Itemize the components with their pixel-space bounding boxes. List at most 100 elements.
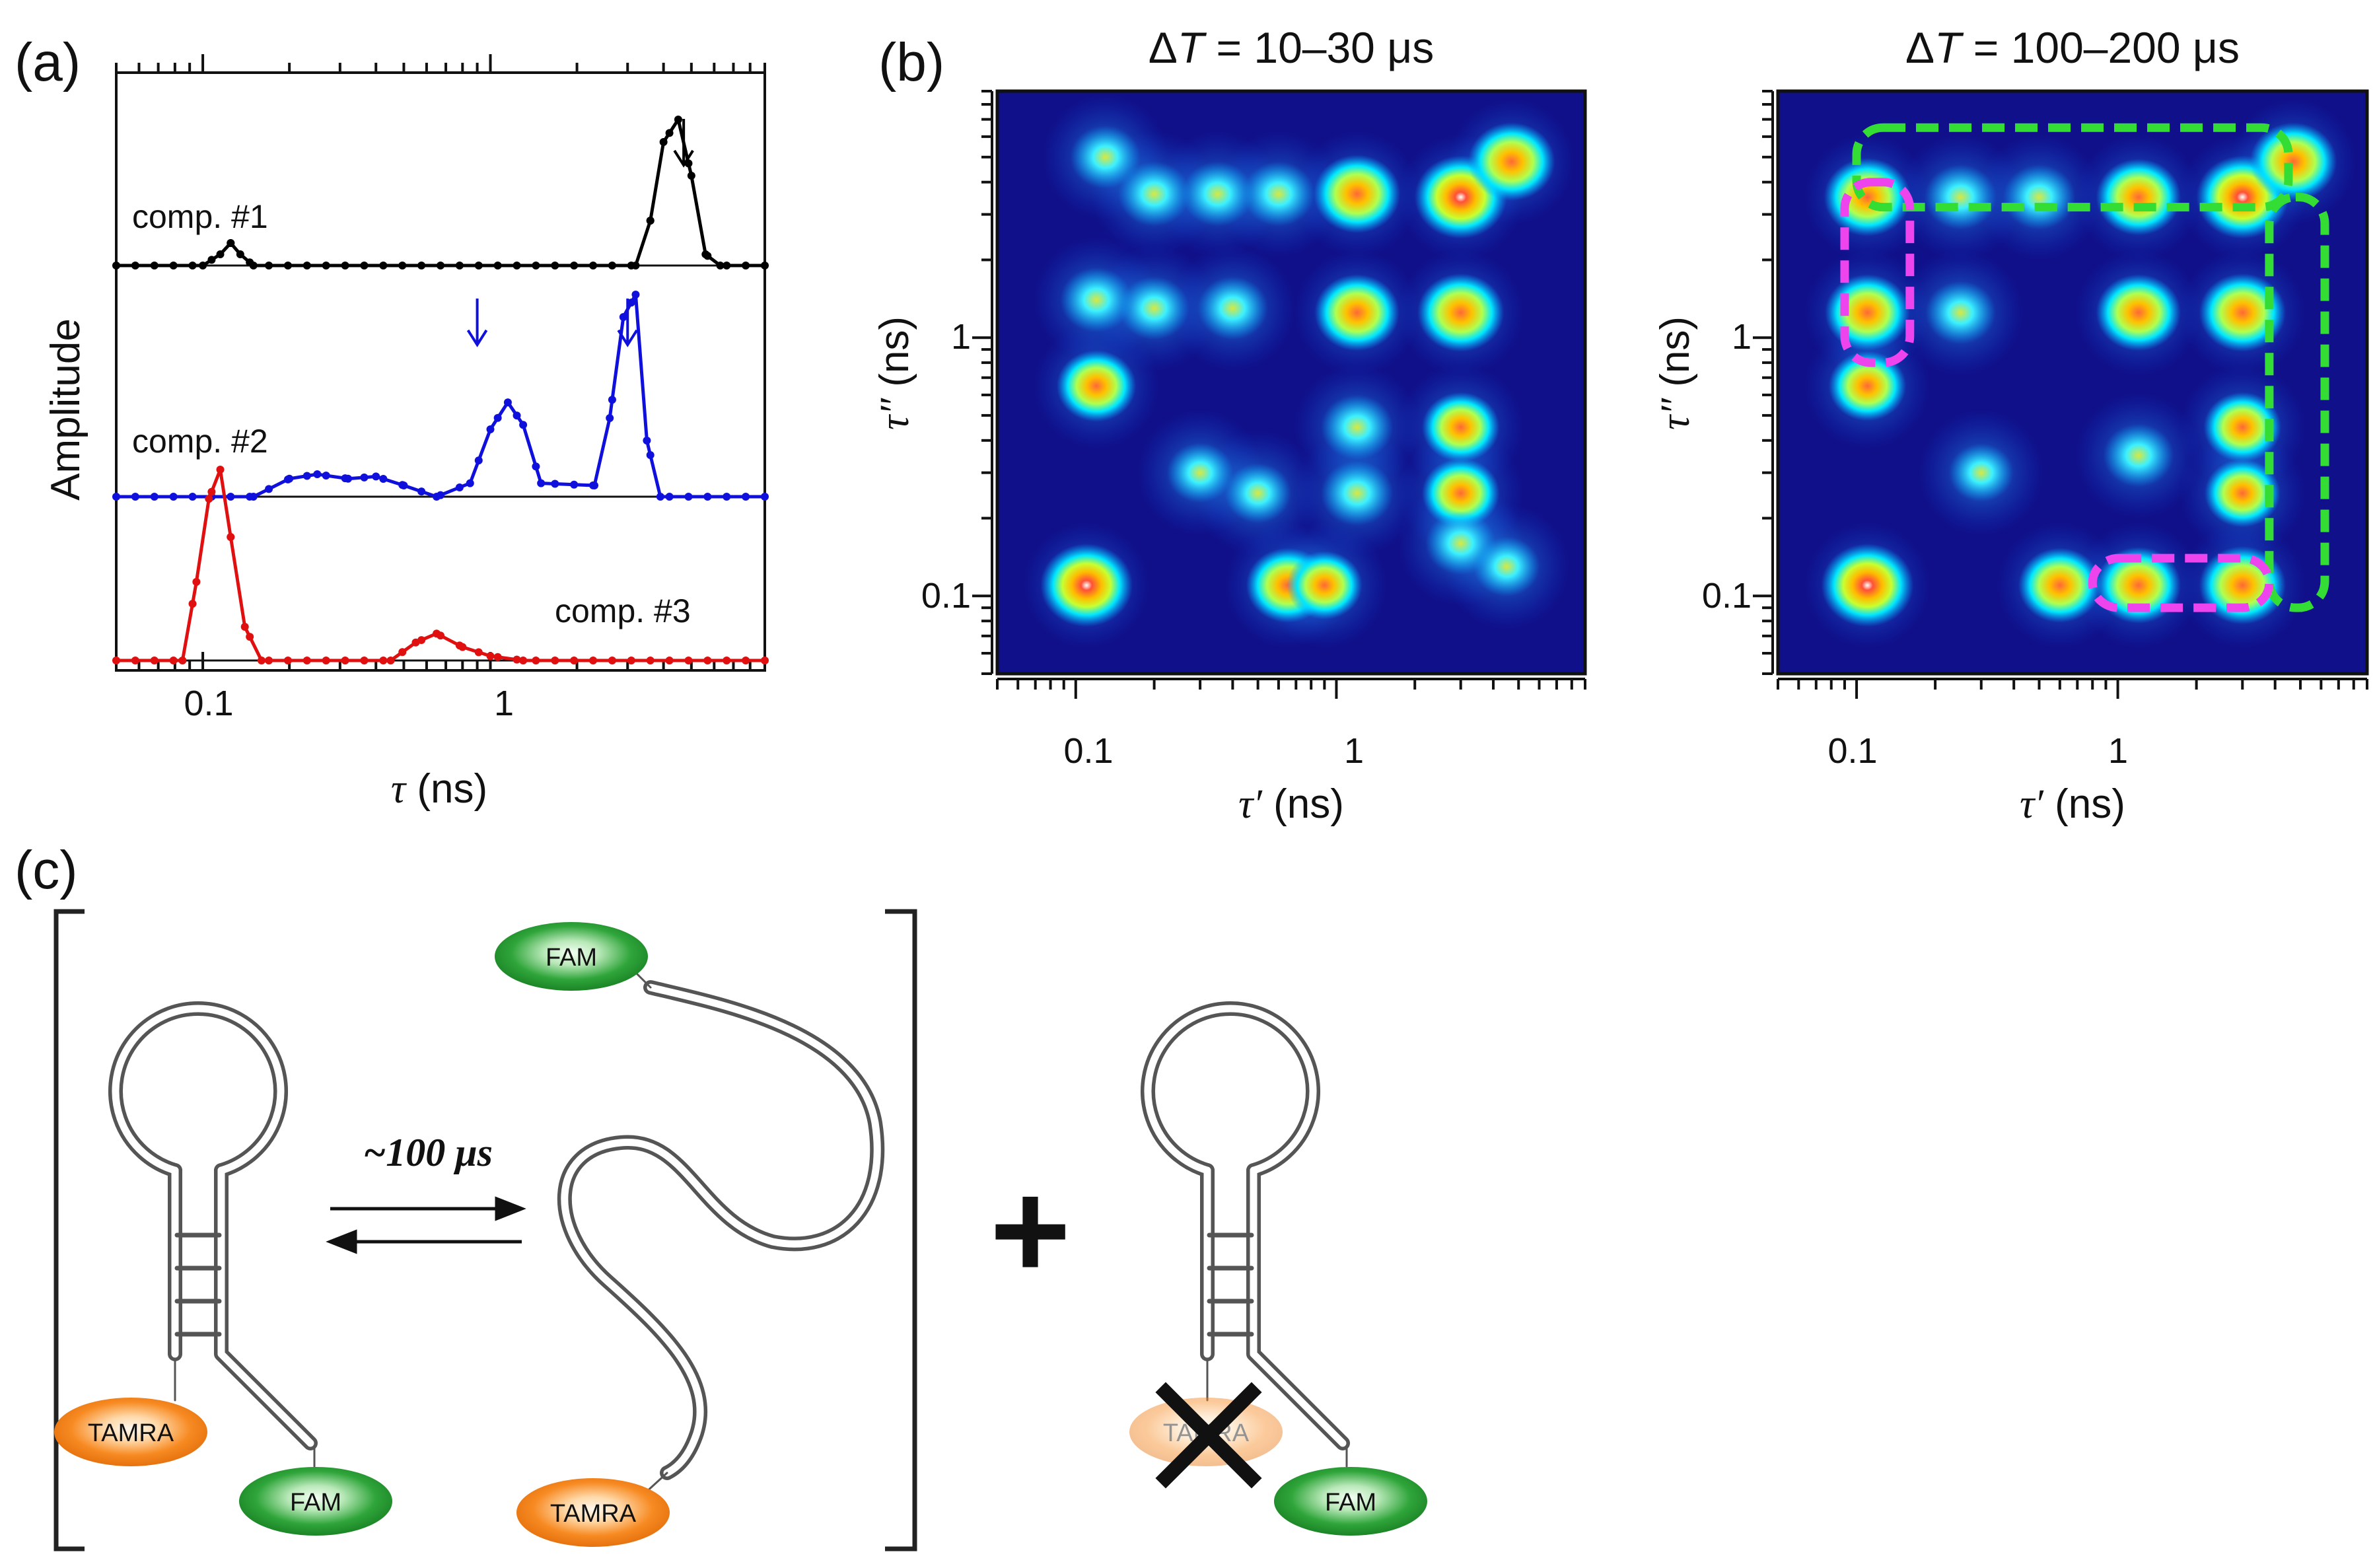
- data-point-comp-2: [344, 474, 353, 483]
- hairpin-no-acceptor: [1141, 1001, 1350, 1468]
- data-point-comp-3: [608, 657, 616, 664]
- data-point-comp-1: [216, 250, 225, 258]
- heatmap-peak: [2204, 458, 2281, 528]
- map1-peaks: [1024, 94, 1575, 649]
- heatmap-peak: [1242, 161, 1315, 227]
- data-point-comp-2: [360, 473, 369, 481]
- heatmap-peak: [2096, 547, 2181, 624]
- heatmap-peak: [1286, 551, 1363, 620]
- map2-ytick-0.1: 0.1: [1702, 576, 1752, 616]
- data-point-comp-3: [379, 657, 388, 664]
- tamra-2-label: TAMRA: [550, 1500, 637, 1528]
- data-point-comp-2: [646, 451, 655, 460]
- heatmap-peak: [2096, 274, 2181, 351]
- panel-b-label: (b): [878, 32, 944, 92]
- rate-label: ~100 μs: [363, 1131, 493, 1174]
- map2-ylabel: τ″ (ns): [1652, 316, 1698, 430]
- data-point-comp-3: [532, 657, 540, 664]
- data-point-comp-3: [519, 657, 528, 664]
- data-point-comp-3: [665, 657, 674, 664]
- panel-a-label: (a): [15, 32, 81, 92]
- data-point-comp-3: [398, 648, 407, 657]
- data-point-comp-2: [265, 485, 273, 493]
- map2-title-T: T: [1934, 23, 1964, 72]
- map1-ylabel: τ″ (ns): [872, 316, 917, 430]
- heatmap-peak: [2103, 423, 2174, 487]
- data-point-comp-3: [216, 466, 225, 474]
- data-point-comp-1: [570, 262, 579, 269]
- tamra-1-label: TAMRA: [88, 1419, 174, 1447]
- map1-title-T: T: [1178, 23, 1207, 72]
- data-point-comp-3: [437, 631, 444, 640]
- heatmap-peak: [1313, 155, 1401, 233]
- panel-a-curves: [112, 116, 769, 664]
- heatmap-peak: [1070, 125, 1141, 189]
- tamra-dye-1: TAMRA: [54, 1398, 207, 1466]
- data-point-comp-2: [150, 493, 159, 501]
- data-point-comp-1: [207, 256, 216, 264]
- data-point-comp-1: [249, 262, 258, 269]
- data-point-comp-1: [723, 262, 731, 269]
- legend-comp1: comp. #1: [132, 198, 268, 235]
- panel-a-xlabel-unit: (ns): [406, 766, 487, 812]
- data-point-comp-3: [131, 657, 139, 664]
- map1-xlabel: τ′ (ns): [1238, 781, 1344, 827]
- data-point-comp-3: [112, 657, 120, 664]
- unfolded-strand: [557, 970, 885, 1495]
- map2-xtick-1: 1: [2108, 731, 2128, 771]
- data-point-comp-1: [608, 262, 616, 269]
- data-point-comp-3: [417, 636, 426, 645]
- map1-title-delta: Δ: [1149, 23, 1178, 72]
- left-bracket: [53, 909, 85, 1551]
- data-point-comp-1: [379, 262, 388, 269]
- data-point-comp-1: [322, 262, 330, 269]
- data-point-comp-3: [302, 657, 311, 664]
- data-point-comp-3: [341, 657, 349, 664]
- data-point-comp-1: [199, 262, 207, 269]
- data-point-comp-2: [379, 474, 388, 483]
- heatmap-peak: [1321, 460, 1394, 526]
- heatmap-peak: [2003, 164, 2076, 230]
- panel-c-label: (c): [15, 840, 78, 900]
- map2-annotation-boxes: [1840, 123, 2329, 612]
- data-point-comp-1: [188, 262, 197, 269]
- data-point-comp-1: [674, 116, 682, 124]
- heatmap-peak: [1040, 544, 1133, 627]
- heatmap-peak: [1421, 392, 1500, 462]
- hairpin-closed: [108, 1001, 318, 1468]
- data-point-comp-2: [437, 491, 444, 499]
- data-point-comp-2: [372, 472, 380, 481]
- data-point-comp-2: [513, 411, 521, 420]
- data-point-comp-2: [590, 481, 599, 489]
- curve-comp-1: [116, 118, 765, 267]
- map2-ylabel-unit: (ns): [1652, 316, 1698, 398]
- fam-dye-3: FAM: [1274, 1467, 1427, 1536]
- map2-ytick-1: 1: [1732, 317, 1752, 357]
- heatmap-peak: [1948, 443, 2014, 502]
- data-point-comp-1: [236, 250, 244, 258]
- heatmap-peak: [1924, 164, 1997, 230]
- data-point-comp-3: [761, 657, 769, 664]
- data-point-comp-1: [150, 262, 159, 269]
- data-point-comp-1: [360, 262, 369, 269]
- map2-xlabel: τ′ (ns): [2020, 781, 2125, 827]
- map2-xlabel-symbol: τ′: [2020, 782, 2044, 827]
- map2-frame: [1776, 89, 2369, 676]
- data-point-comp-3: [188, 600, 197, 608]
- legend-comp3: comp. #3: [555, 592, 691, 629]
- peak-arrowhead-comp-2: [617, 329, 638, 347]
- heatmap-peak: [1828, 351, 1907, 421]
- data-point-comp-1: [112, 262, 120, 269]
- map2-title: ΔT = 100–200 μs: [1905, 23, 2240, 72]
- heatmap-peak: [1825, 274, 1910, 351]
- cross-mark-icon: [1155, 1382, 1262, 1489]
- data-point-comp-2: [761, 493, 769, 501]
- data-point-comp-3: [150, 657, 159, 664]
- data-point-comp-3: [240, 623, 249, 631]
- data-point-comp-2: [400, 481, 408, 489]
- data-point-comp-3: [360, 657, 369, 664]
- panel-a-xlabel: τ (ns): [391, 766, 487, 812]
- annotation-box: [2088, 553, 2274, 612]
- data-point-comp-1: [283, 262, 292, 269]
- heatmap-peak: [1119, 276, 1189, 340]
